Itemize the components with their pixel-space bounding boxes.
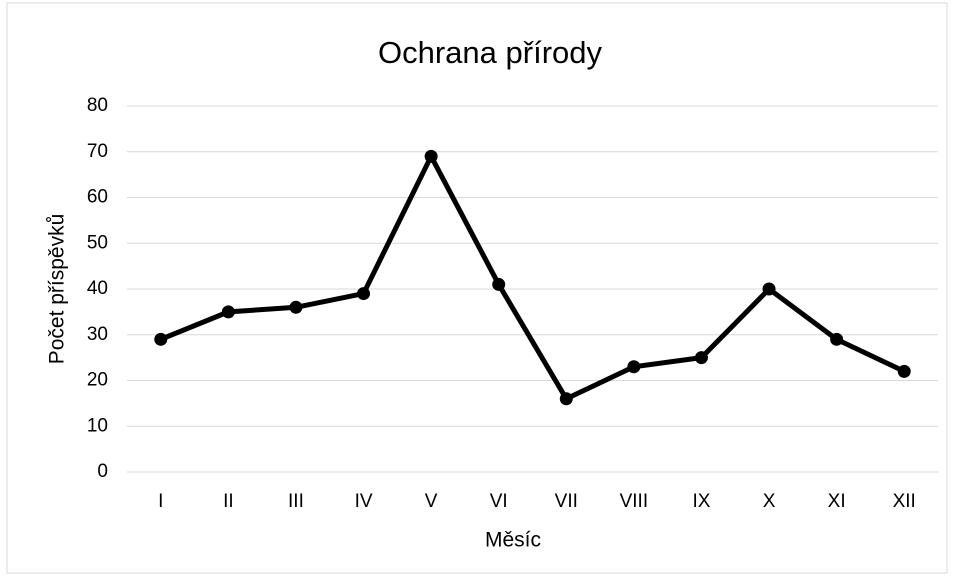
y-tick-label: 50 (87, 232, 108, 253)
point (897, 364, 911, 378)
y-tick-label: 20 (87, 370, 108, 391)
x-tick-label: III (288, 491, 304, 512)
point (357, 287, 371, 301)
y-axis-label: Počet příspěvků (46, 214, 69, 365)
point (424, 149, 438, 163)
x-tick-label: I (158, 491, 163, 512)
x-tick-label: IV (355, 491, 373, 512)
chart-frame (6, 2, 948, 574)
x-tick-label: XI (828, 491, 846, 512)
point (694, 351, 708, 365)
x-tick-label: IX (692, 491, 710, 512)
y-tick-label: 60 (87, 187, 108, 208)
point (830, 332, 844, 346)
y-tick-label: 10 (87, 415, 108, 436)
x-tick-label: VIII (620, 491, 649, 512)
y-tick-label: 30 (87, 324, 108, 345)
point (221, 305, 235, 319)
x-tick-label: VII (555, 491, 578, 512)
point (627, 360, 641, 374)
y-tick-label: 40 (87, 278, 108, 299)
point (289, 300, 303, 314)
point (492, 277, 506, 291)
point (762, 282, 776, 296)
x-tick-label: VI (490, 491, 508, 512)
x-tick-label: X (763, 491, 776, 512)
x-tick-label: XII (893, 491, 916, 512)
y-tick-label: 0 (97, 461, 108, 482)
x-tick-label: II (223, 491, 234, 512)
x-tick-label: V (425, 491, 438, 512)
line (159, 153, 906, 402)
chart-title: Ochrana přírody (378, 35, 602, 70)
y-tick-label: 80 (87, 95, 108, 116)
point (154, 332, 168, 346)
y-tick-label: 70 (87, 141, 108, 162)
point (559, 392, 573, 406)
x-axis-label: Měsíc (485, 529, 541, 552)
